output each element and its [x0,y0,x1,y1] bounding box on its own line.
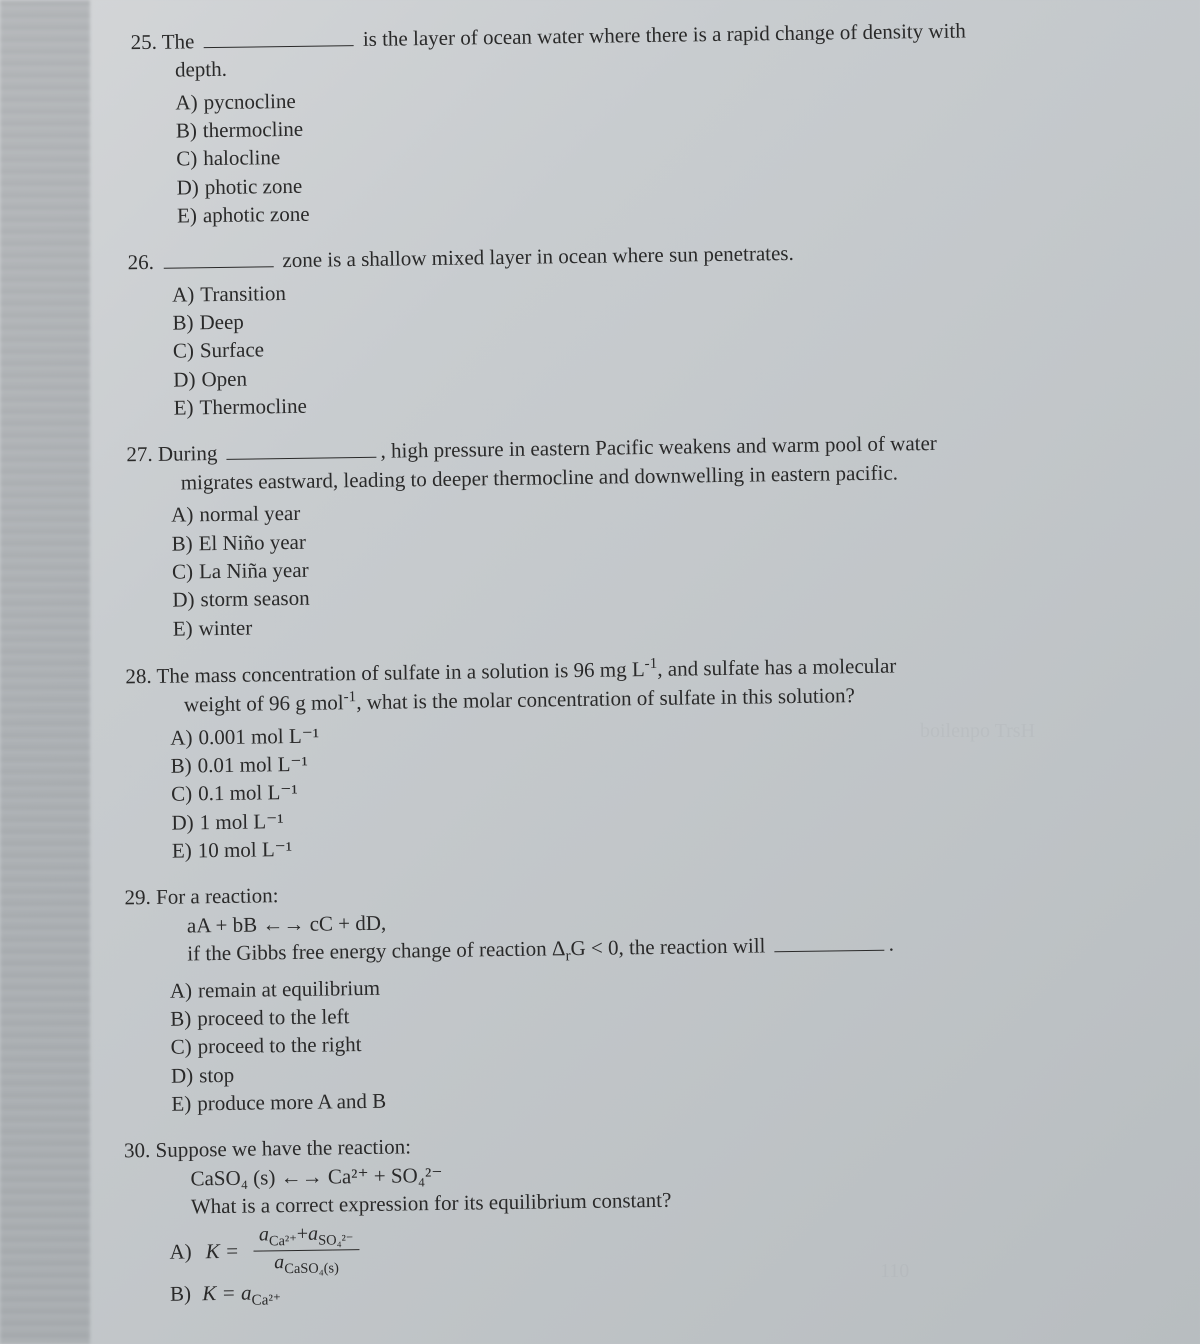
question-30: 30. Suppose we have the reaction: CaSO₄ … [146,1122,1178,1313]
q29-number: 29. [124,885,151,909]
q27-options: A)normal year B)El Niño year C)La Niña y… [171,487,1169,643]
question-26: 26. zone is a shallow mixed layer in oce… [133,234,1165,422]
exam-page: 25. The is the layer of ocean water wher… [0,0,1200,1344]
q28-options: A)0.001 mol L⁻¹ B)0.01 mol L⁻¹ C)0.1 mol… [170,709,1172,865]
q28-stem-b: , and sulfate has a molecular [657,653,896,680]
q26-options: A)Transition B)Deep C)Surface D)Open E)T… [172,267,1166,423]
q25-options: A)pycnocline B)thermocline C)halocline D… [175,74,1163,229]
q28-stem-a: The mass concentration of sulfate in a s… [156,657,644,688]
q30-stem-l1: Suppose we have the reaction: [155,1135,411,1163]
q26-number: 26. [128,250,155,274]
q30-number: 30. [124,1138,151,1162]
q25-blank [203,26,353,48]
question-28: 28. The mass concentration of sulfate in… [139,647,1172,866]
q29-blank [774,931,884,952]
q25-number: 25. [130,30,157,54]
question-29: 29. For a reaction: aA + bB ←→ cC + dD, … [142,869,1175,1118]
question-27: 27. During , high pressure in eastern Pa… [136,426,1169,643]
q30-opt-a-fraction: aCa²⁺+aSO₄²⁻ aCaSO₄(s) [253,1222,360,1278]
q25-stem-a: The [162,29,200,54]
q27-number: 27. [126,442,153,466]
q27-blank [226,438,376,460]
q26-stem-b: zone is a shallow mixed layer in ocean w… [277,241,794,272]
q26-blank [163,248,273,269]
q28-number: 28. [125,664,152,688]
q30-options: A) K = aCa²⁺+aSO₄²⁻ aCaSO₄(s) B) K = aCa… [169,1211,1178,1312]
q29-stem-l1: For a reaction: [156,883,279,909]
q27-stem-a: During [158,441,223,466]
q29-options: A)remain at equilibrium B)proceed to the… [170,962,1176,1118]
question-25: 25. The is the layer of ocean water wher… [130,14,1163,231]
